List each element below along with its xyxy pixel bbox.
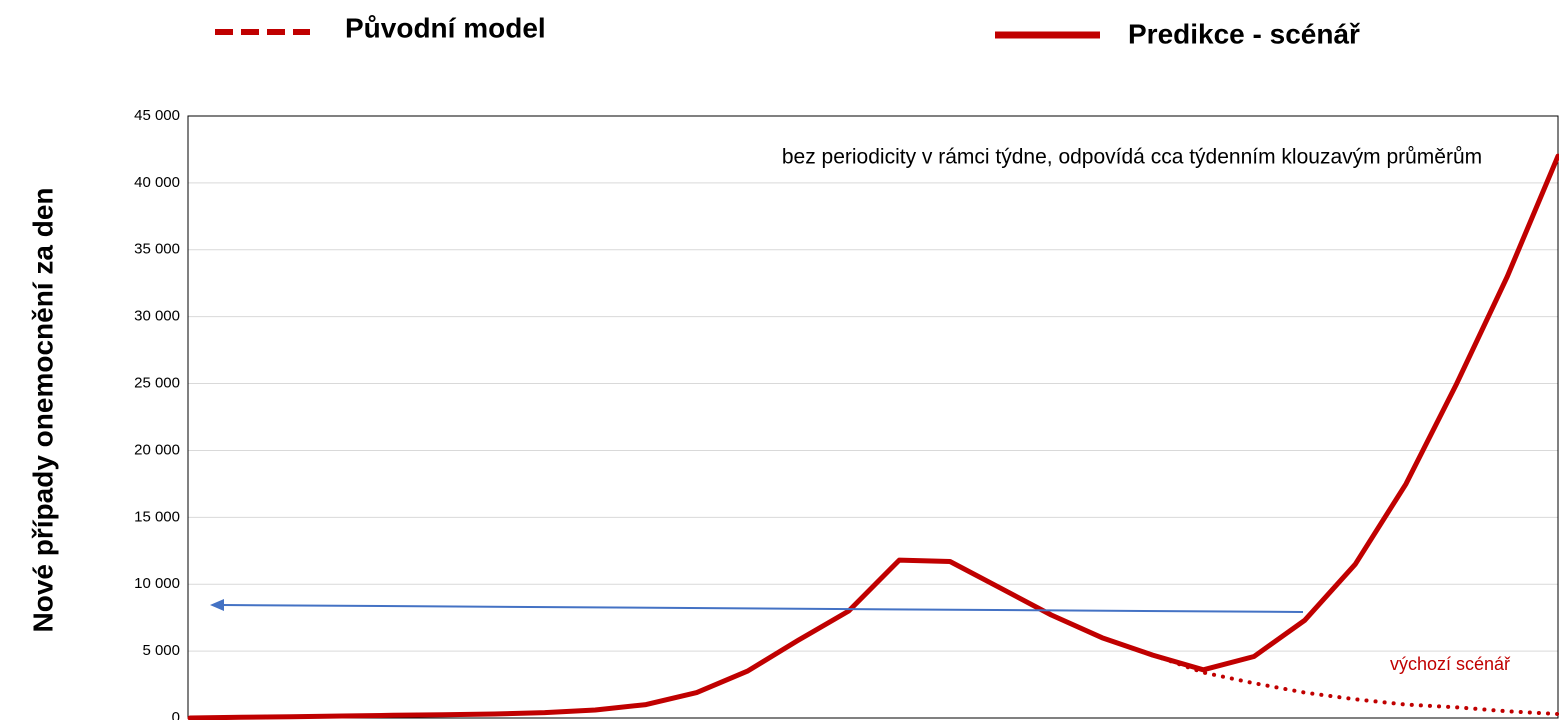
y-tick-label: 25 000 [134, 375, 180, 392]
y-tick-label: 35 000 [134, 241, 180, 258]
y-tick-label: 40 000 [134, 174, 180, 191]
y-tick-label: 15 000 [134, 508, 180, 525]
y-axis-label: Nové případy onemocnění za den [27, 188, 58, 633]
arrow [221, 604, 1304, 613]
y-tick-label: 5 000 [142, 642, 180, 659]
annotation: bez periodicity v rámci týdne, odpovídá … [782, 146, 1482, 169]
legend-label: Původní model [345, 12, 546, 43]
legend-label: Predikce - scénář [1128, 18, 1360, 49]
y-tick-label: 45 000 [134, 107, 180, 124]
y-tick-label: 10 000 [134, 575, 180, 592]
annotation: výchozí scénář [1390, 654, 1511, 674]
y-tick-label: 0 [172, 709, 180, 720]
series-line [187, 153, 1559, 720]
plot-area: 0 5 000 10 000 15 000 20 000 25 000 30 000 35 0… [134, 107, 1559, 720]
arrow-head [210, 599, 224, 611]
y-tick-label: 30 000 [134, 308, 180, 325]
y-tick-label: 20 000 [134, 441, 180, 458]
plot-border [187, 115, 1559, 719]
